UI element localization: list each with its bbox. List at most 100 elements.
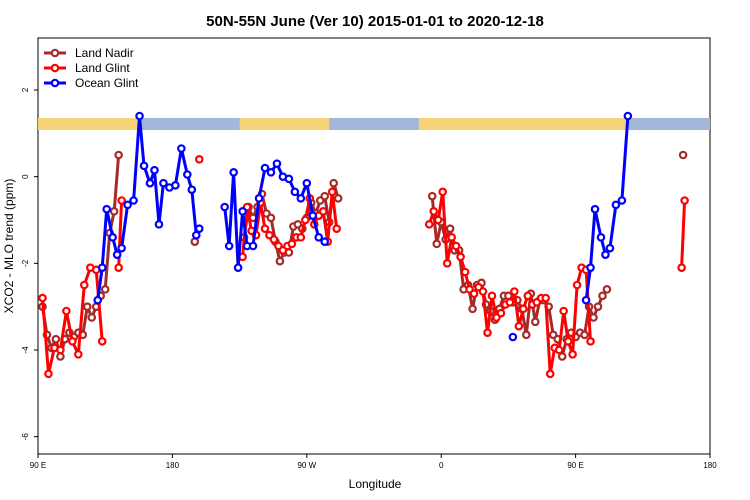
- data-point: [598, 291, 607, 301]
- series-land-glint: [38, 155, 689, 379]
- data-point: [269, 235, 279, 244]
- data-point: [272, 159, 282, 168]
- data-point: [114, 150, 123, 160]
- data-point: [602, 285, 612, 294]
- data-point: [447, 233, 456, 242]
- x-axis: 90 E 180 90 W 0 90 E 180: [30, 454, 717, 470]
- data-point: [266, 213, 276, 223]
- x-tick-label: 90 E: [567, 461, 583, 470]
- data-point: [109, 207, 119, 216]
- data-point: [433, 215, 443, 225]
- data-point: [117, 196, 126, 205]
- chart-title: 50N-55N June (Ver 10) 2015-01-01 to 2020…: [206, 13, 544, 30]
- data-point: [320, 191, 330, 201]
- data-point: [332, 224, 341, 233]
- data-point: [93, 295, 103, 305]
- data-point: [451, 241, 461, 251]
- y-tick-label: -4: [21, 346, 30, 354]
- data-point: [442, 259, 452, 268]
- data-point: [541, 293, 551, 303]
- data-point: [427, 191, 437, 201]
- data-point: [563, 337, 573, 346]
- series-line: [427, 190, 592, 376]
- data-point: [680, 196, 689, 205]
- data-point: [108, 233, 117, 242]
- data-point: [220, 202, 229, 212]
- x-axis-label: Longitude: [349, 477, 402, 491]
- land-ocean-strip: [38, 118, 710, 130]
- data-point: [238, 207, 247, 216]
- data-point: [290, 187, 300, 197]
- data-point: [468, 304, 477, 314]
- data-point: [229, 168, 238, 177]
- series-layer: [38, 111, 689, 379]
- data-point: [135, 111, 144, 121]
- data-point: [590, 204, 600, 214]
- data-point: [432, 239, 442, 249]
- y-tick-label: 0: [21, 174, 30, 179]
- data-point: [248, 241, 258, 251]
- data-point: [74, 350, 83, 359]
- data-point: [483, 328, 492, 337]
- data-point: [301, 215, 310, 225]
- data-point: [438, 187, 447, 197]
- data-point: [559, 306, 568, 316]
- data-point: [530, 317, 540, 327]
- ocean-strip-band: [329, 118, 419, 130]
- plot-border: [37, 37, 711, 455]
- data-point: [523, 291, 533, 301]
- data-point: [266, 168, 276, 177]
- data-point: [102, 204, 111, 214]
- data-point: [194, 155, 204, 164]
- data-point: [100, 285, 110, 294]
- data-point: [586, 263, 595, 272]
- ocean-strip-band: [139, 118, 240, 130]
- data-point: [56, 345, 65, 355]
- data-point: [171, 181, 180, 190]
- x-tick-label: 0: [439, 461, 444, 470]
- data-point: [318, 207, 328, 216]
- data-point: [254, 194, 264, 203]
- data-point: [589, 313, 598, 322]
- data-point: [187, 185, 197, 194]
- data-point: [97, 263, 107, 272]
- data-point: [177, 144, 186, 153]
- data-point: [593, 302, 603, 311]
- data-point: [314, 233, 324, 242]
- y-tick-label: -2: [21, 259, 30, 267]
- legend-marker: [50, 48, 60, 58]
- data-point: [623, 111, 633, 121]
- data-point: [505, 298, 515, 307]
- y-tick-label: 2: [21, 87, 30, 92]
- x-tick-label: 180: [166, 461, 180, 470]
- data-point: [586, 337, 595, 346]
- data-point: [429, 207, 439, 216]
- data-point: [82, 302, 92, 311]
- data-point: [44, 369, 53, 379]
- data-point: [275, 256, 285, 266]
- legend-marker: [50, 78, 60, 88]
- legend-marker: [50, 63, 60, 73]
- series-line: [680, 200, 687, 268]
- data-point: [114, 263, 123, 272]
- data-point: [260, 163, 270, 173]
- data-point: [287, 239, 297, 249]
- data-point: [320, 237, 330, 246]
- data-point: [296, 194, 306, 203]
- data-point: [139, 161, 149, 171]
- data-point: [581, 295, 591, 305]
- data-point: [194, 224, 204, 233]
- data-point: [150, 165, 159, 175]
- data-point: [224, 241, 234, 251]
- plot-area: 90 E 180 90 W 0 90 E 180 2 0 -2 -4 -6: [21, 37, 717, 470]
- data-point: [460, 267, 470, 277]
- data-point: [112, 250, 122, 259]
- y-tick-label: -6: [21, 433, 30, 441]
- data-point: [496, 308, 506, 318]
- data-point: [617, 196, 627, 205]
- data-point: [611, 200, 621, 210]
- data-point: [424, 220, 434, 229]
- data-point: [510, 287, 519, 296]
